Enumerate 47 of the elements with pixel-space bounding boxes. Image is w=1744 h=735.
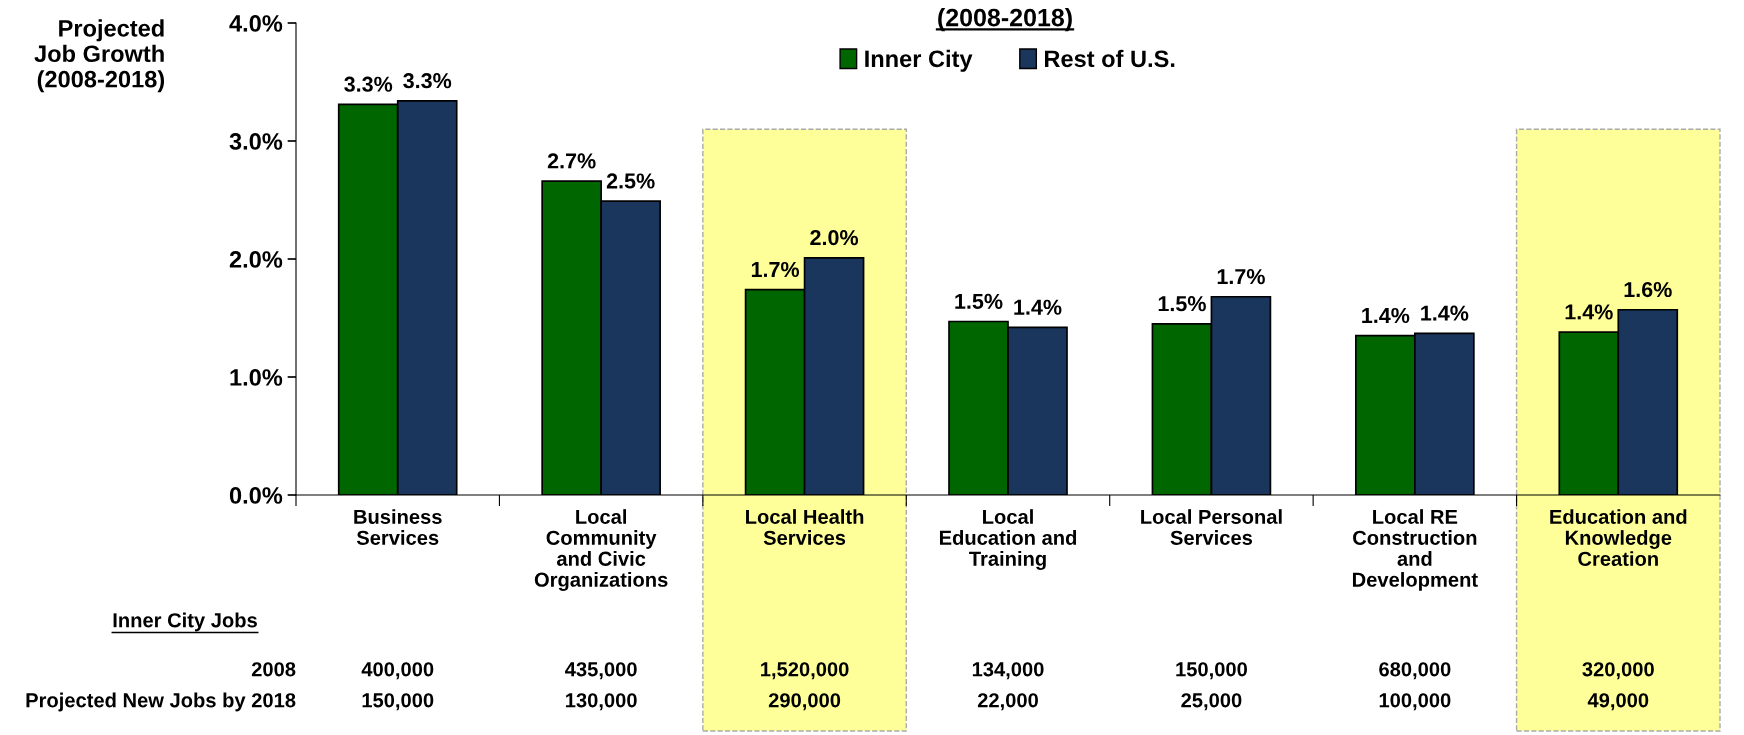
data-label: 3.3%	[344, 76, 393, 92]
data-label: 1.7%	[1217, 268, 1265, 285]
text: 25,000	[1181, 693, 1242, 711]
chart-title: (2008-2018)	[938, 8, 1072, 32]
text: 290,000	[768, 693, 841, 711]
text: 1,520,000	[761, 662, 849, 680]
data-label: 2.0%	[810, 229, 859, 246]
data-label: 1.4%	[1362, 307, 1410, 324]
legend-label: Rest of U.S.	[1045, 49, 1175, 68]
data-label: 3.3%	[403, 73, 452, 89]
text: Inner City Jobs	[113, 612, 257, 632]
data-label: 2.5%	[606, 173, 655, 189]
text: 680,000	[1379, 662, 1451, 680]
x-tick-label: Education and Knowledge Creation	[1550, 509, 1687, 566]
text: Projected New Jobs by 2018	[26, 692, 296, 712]
text: 134,000	[972, 662, 1044, 680]
text: 100,000	[1379, 693, 1451, 711]
data-label: 1.6%	[1624, 281, 1672, 298]
y-tick-label: 0.0%	[229, 487, 283, 504]
data-label: 1.5%	[1158, 296, 1206, 312]
y-tick-label: 3.0%	[229, 133, 283, 150]
x-tick-label: Business Services	[354, 509, 442, 545]
y-tick-label: 1.0%	[230, 369, 283, 386]
text: 400,000	[361, 662, 434, 680]
text: 150,000	[362, 693, 434, 711]
legend-label: Inner City	[865, 49, 973, 72]
text: 2008	[251, 662, 296, 677]
data-label: 1.7%	[751, 261, 800, 278]
text: 150,000	[1176, 662, 1248, 680]
data-label: 1.4%	[1421, 305, 1469, 321]
x-tick-label: Local Community and Civic Organizations	[534, 509, 668, 591]
x-tick-label: Local Personal Services	[1141, 509, 1282, 545]
data-label: 1.5%	[955, 293, 1003, 309]
x-tick-label: Local Health Services	[746, 509, 864, 545]
data-label: 1.4%	[1565, 304, 1613, 320]
data-label: 2.7%	[547, 153, 596, 169]
text: 320,000	[1582, 662, 1654, 680]
y-axis-title: Projected Job Growth (2008-2018)	[34, 19, 165, 93]
x-tick-label: Local Education and Training	[939, 509, 1077, 570]
text: 22,000	[977, 693, 1038, 711]
y-tick-label: 2.0%	[229, 251, 283, 268]
data-label: 1.4%	[1014, 299, 1062, 315]
text: 49,000	[1587, 693, 1649, 711]
text: 435,000	[565, 662, 637, 680]
x-tick-label: Local RE Construction and Development	[1352, 509, 1478, 591]
text: 130,000	[566, 693, 637, 711]
y-tick-label: 4.0%	[229, 15, 283, 32]
